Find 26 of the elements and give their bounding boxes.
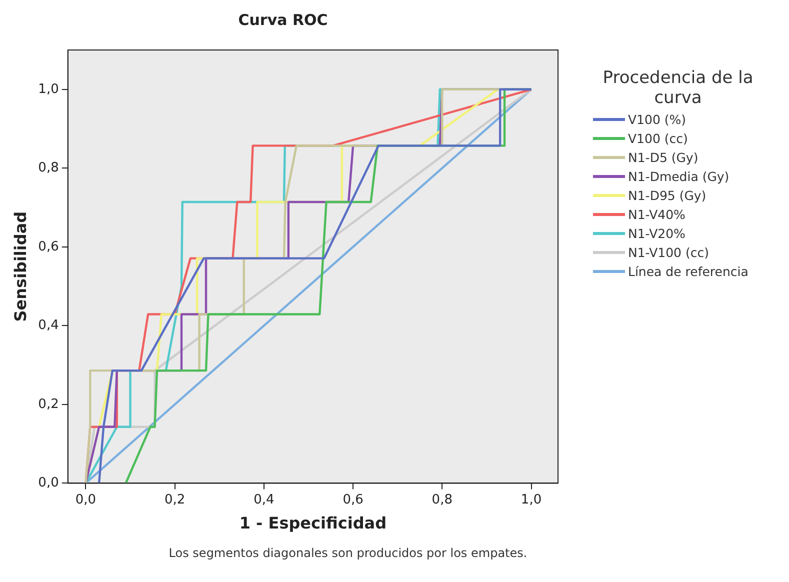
- legend-label: N1-Dmedia (Gy): [628, 169, 730, 184]
- x-tick-label: 0,2: [164, 492, 186, 508]
- y-tick-label: 0,0: [38, 476, 59, 491]
- chart-title: Curva ROC: [238, 10, 328, 29]
- y-axis-title: Sensibilidad: [10, 211, 30, 322]
- y-tick-label: 1,0: [38, 82, 59, 97]
- y-tick-label: 0,8: [38, 160, 59, 176]
- legend-label: V100 (cc): [628, 131, 688, 146]
- legend-title: Procedencia de la curva: [602, 68, 754, 108]
- x-tick-label: 0,6: [342, 492, 364, 508]
- legend-label: Línea de referencia: [628, 264, 748, 279]
- legend-label: N1-V100 (cc): [628, 245, 709, 260]
- x-tick-label: 0,4: [254, 492, 274, 508]
- y-tick-label: 0,6: [38, 239, 59, 254]
- x-tick-label: 0,0: [75, 492, 96, 508]
- legend-label: N1-V20%: [628, 226, 686, 241]
- text: Los segmentos diagonales son producidos por los empates.: [168, 546, 528, 560]
- x-tick-label: 0,8: [432, 492, 452, 508]
- y-tick-label: 0,4: [38, 318, 59, 334]
- legend-label: N1-D95 (Gy): [628, 188, 706, 203]
- legend-label: N1-V40%: [628, 207, 686, 222]
- x-tick-label: 1,0: [520, 492, 542, 508]
- legend-label: V100 (%): [628, 112, 686, 127]
- x-axis-title: 1 - Especificidad: [239, 514, 387, 533]
- legend-label: N1-D5 (Gy): [628, 150, 698, 165]
- y-tick-label: 0,2: [38, 396, 59, 412]
